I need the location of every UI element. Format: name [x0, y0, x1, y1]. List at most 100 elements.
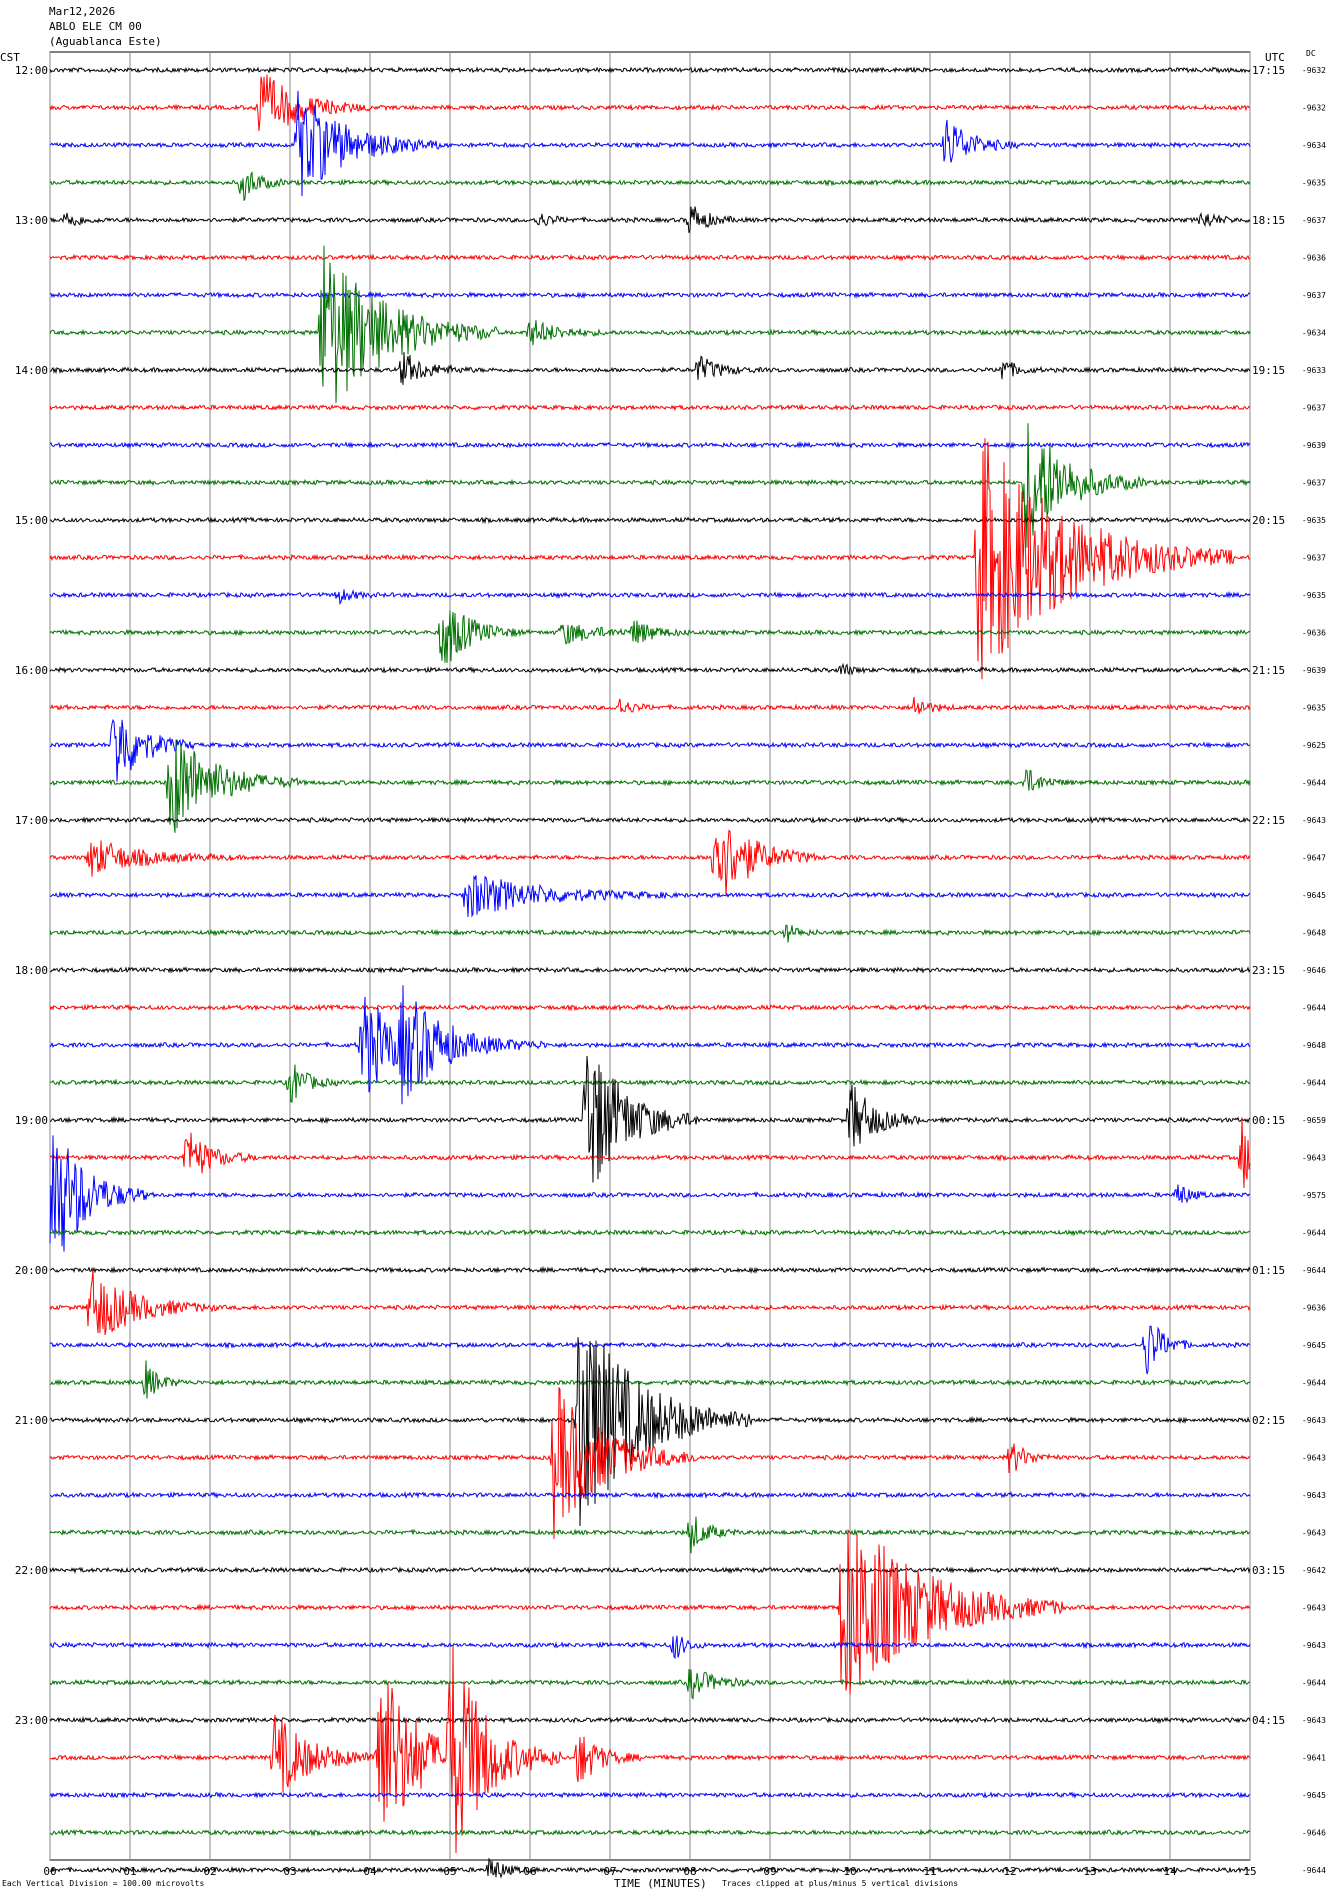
dc-offset-label: -9637 [1302, 479, 1326, 488]
trace-line [49, 245, 1251, 403]
hour-label-cst: 20:00 [15, 1264, 48, 1277]
x-tick-labels: 00 01 02 03 04 05 06 07 08 09 10 11 12 13 14 15 [43, 1865, 1256, 1878]
hour-label-cst: 19:00 [15, 1114, 48, 1127]
dc-offset-label: -9643 [1302, 1491, 1326, 1500]
hour-label-cst: 14:00 [15, 364, 48, 377]
x-axis-label: TIME (MINUTES) [614, 1877, 707, 1890]
trace-line [49, 66, 1251, 75]
trace-line [49, 1828, 1251, 1837]
hour-label-cst: 16:00 [15, 664, 48, 677]
x-tick-label: 11 [923, 1865, 936, 1878]
trace-line [49, 662, 1251, 676]
trace-line [49, 1715, 1251, 1724]
hour-label-cst: 18:00 [15, 964, 48, 977]
dc-offset-label: -9635 [1302, 591, 1326, 600]
trace-line [49, 438, 1251, 680]
right-timezone-label: UTC [1265, 51, 1285, 64]
dc-offset-label: -9644 [1302, 1079, 1326, 1088]
dc-offset-label: -9575 [1302, 1191, 1326, 1200]
dc-offset-label: -9636 [1302, 254, 1326, 263]
trace-line [49, 1790, 1251, 1800]
trace-line [49, 1857, 1251, 1879]
dc-offset-label: -9644 [1302, 1866, 1326, 1875]
trace-line [49, 352, 1251, 385]
x-tick-label: 12 [1003, 1865, 1016, 1878]
hour-label-cst: 15:00 [15, 514, 48, 527]
hour-label-cst: 22:00 [15, 1564, 48, 1577]
dc-offset-label: -9644 [1302, 1266, 1326, 1275]
trace-line [49, 1360, 1251, 1399]
date-label: Mar12,2026 [49, 5, 115, 18]
dc-offset-label: -9644 [1302, 779, 1326, 788]
dc-offset-label: -9645 [1302, 891, 1326, 900]
dc-offset-label: -9639 [1302, 666, 1326, 675]
hour-label-cst: 21:00 [15, 1414, 48, 1427]
trace-line [49, 1635, 1251, 1660]
dc-offset-label: -9642 [1302, 1566, 1326, 1575]
dc-offset-label: -9643 [1302, 816, 1326, 825]
hour-label-utc: 17:15 [1252, 64, 1285, 77]
hour-label-cst: 23:00 [15, 1714, 48, 1727]
dc-offset-label: -9646 [1302, 966, 1326, 975]
trace-line [49, 423, 1251, 548]
trace-line [49, 1325, 1251, 1375]
dc-label: DC [1306, 49, 1316, 58]
trace-line [49, 924, 1251, 943]
trace-line [49, 90, 1251, 197]
dc-offset-label: -9633 [1302, 366, 1326, 375]
hour-label-utc: 23:15 [1252, 964, 1285, 977]
trace-line [49, 1003, 1251, 1012]
x-tick-label: 00 [43, 1865, 56, 1878]
hour-label-utc: 22:15 [1252, 814, 1285, 827]
x-tick-label: 01 [123, 1865, 136, 1878]
trace-line [49, 403, 1251, 412]
hour-labels: 12:00 13:00 14:00 15:00 16:00 17:00 18:00 19:00… [15, 64, 1285, 1727]
dc-offset-labels: -9632 -9632 -9634 -9635 -9637 -9636 -9637 -9634… [1302, 66, 1326, 1875]
dc-offset-label: -9635 [1302, 516, 1326, 525]
trace-line [49, 1064, 1251, 1103]
dc-offset-label: -9644 [1302, 1679, 1326, 1688]
x-tick-label: 06 [523, 1865, 536, 1878]
trace-line [49, 610, 1251, 664]
trace-line [49, 589, 1251, 606]
x-tick-label: 13 [1083, 1865, 1096, 1878]
dc-offset-label: -9632 [1302, 66, 1326, 75]
hour-label-utc: 04:15 [1252, 1714, 1285, 1727]
trace-line [50, 966, 1251, 975]
trace-line [49, 815, 1251, 825]
dc-offset-label: -9634 [1302, 141, 1326, 150]
hour-label-utc: 20:15 [1252, 514, 1285, 527]
trace-line [49, 1529, 1251, 1695]
dc-offset-label: -9636 [1302, 1304, 1326, 1313]
trace-group [49, 66, 1251, 1879]
trace-line [49, 1387, 1251, 1540]
trace-line [49, 1268, 1251, 1335]
dc-offset-label: -9643 [1302, 1416, 1326, 1425]
dc-offset-label: -9637 [1302, 291, 1326, 300]
trace-line [49, 875, 1251, 918]
hour-label-utc: 21:15 [1252, 664, 1285, 677]
trace-line [49, 829, 1251, 897]
trace-line [49, 1135, 1251, 1252]
dc-offset-label: -9635 [1302, 179, 1326, 188]
trace-line [49, 985, 1251, 1105]
dc-offset-label: -9637 [1302, 216, 1326, 225]
x-tick-label: 09 [763, 1865, 776, 1878]
trace-line [49, 440, 1251, 450]
trace-line [49, 1565, 1251, 1574]
hour-label-utc: 01:15 [1252, 1264, 1285, 1277]
trace-line [49, 1117, 1251, 1189]
trace-line [49, 1645, 1251, 1854]
x-tick-label: 02 [203, 1865, 216, 1878]
x-tick-label: 10 [843, 1865, 856, 1878]
dc-offset-label: -9632 [1302, 104, 1326, 113]
dc-offset-label: -9659 [1302, 1116, 1326, 1125]
hour-label-utc: 19:15 [1252, 364, 1285, 377]
dc-offset-label: -9644 [1302, 1379, 1326, 1388]
x-tick-label: 15 [1243, 1865, 1256, 1878]
dc-offset-label: -9645 [1302, 1341, 1326, 1350]
trace-line [49, 516, 1251, 525]
x-tick-label: 05 [443, 1865, 456, 1878]
trace-line [49, 739, 1251, 833]
